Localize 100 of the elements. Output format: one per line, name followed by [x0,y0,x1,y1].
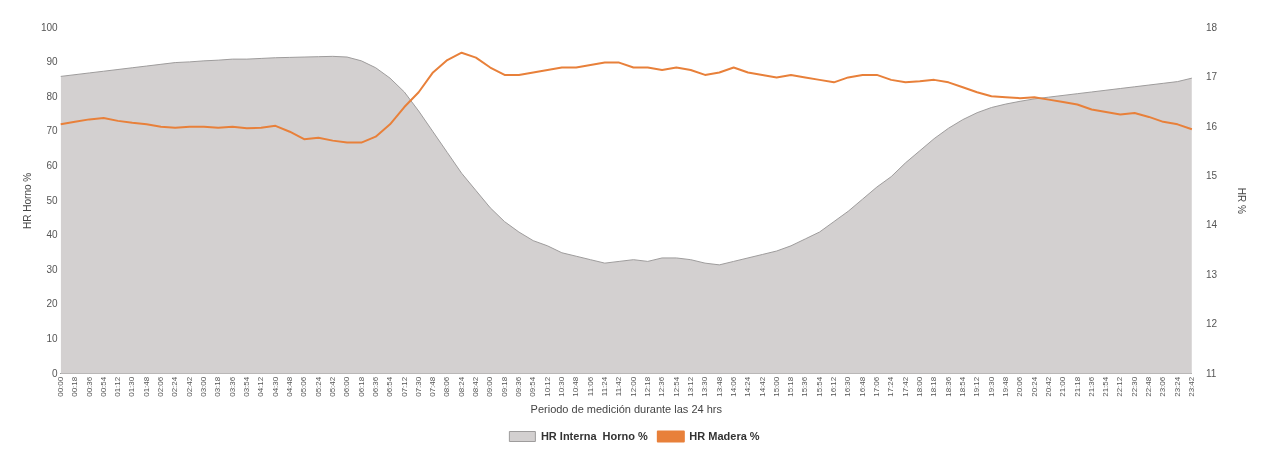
x-tick-label: 05:24 [313,376,323,397]
x-tick-label: 19:12 [972,376,982,397]
x-tick-label: 04:30 [270,376,280,397]
x-tick-label: 23:24 [1172,376,1182,397]
x-tick-label: 23:42 [1187,376,1197,397]
y-tick-label: 80 [46,90,59,102]
x-tick-label: 09:18 [499,376,509,397]
x-tick-label: 19:48 [1000,376,1010,397]
x-tick-label: 06:18 [356,376,366,397]
x-tick-label: 01:48 [141,376,151,397]
x-tick-label: 11:06 [585,376,595,397]
x-tick-label: 11:24 [600,376,610,397]
x-tick-label: 17:42 [900,376,910,397]
x-tick-label: 02:42 [184,376,194,397]
y-tick-label: 70 [46,125,59,137]
x-tick-label: 14:06 [728,376,738,397]
x-tick-label: 00:54 [98,376,108,397]
x-tick-label: 01:30 [127,376,137,397]
x-tick-label: 18:00 [915,376,925,397]
x-tick-label: 21:00 [1058,376,1068,397]
x-tick-label: 22:12 [1115,376,1125,397]
y-tick-label: 90 [46,56,59,68]
x-tick-label: 03:18 [213,376,223,397]
x-tick-label: 18:18 [929,376,939,397]
x-tick-label: 16:30 [843,376,853,397]
x-tick-label: 23:06 [1158,376,1168,397]
x-tick-label: 08:24 [456,376,466,397]
y-axis-title: HR Horno % [21,172,33,229]
x-tick-label: 16:48 [857,376,867,397]
x-tick-label: 07:30 [413,376,423,397]
x-tick-label: 12:36 [657,376,667,397]
y2-tick-label: 15 [1205,169,1218,181]
y2-tick-label: 12 [1205,318,1218,330]
x-tick-label: 06:54 [385,376,395,397]
x-tick-label: 03:00 [199,376,209,397]
y2-axis-title: HR % [1236,187,1248,215]
y2-tick-label: 18 [1205,21,1218,33]
x-tick-label: 21:36 [1086,376,1096,397]
x-tick-label: 18:54 [957,376,967,397]
x-tick-label: 15:54 [814,376,824,397]
x-tick-label: 09:54 [528,376,538,397]
y-tick-label: 20 [46,298,59,310]
x-tick-label: 08:42 [471,376,481,397]
x-tick-label: 03:54 [242,376,252,397]
x-tick-label: 18:36 [943,376,953,397]
x-tick-label: 03:36 [227,376,237,397]
x-tick-label: 02:06 [156,376,166,397]
x-tick-label: 20:06 [1015,376,1025,397]
x-tick-label: 08:06 [442,376,452,397]
x-tick-label: 16:12 [829,376,839,397]
y2-tick-label: 11 [1205,367,1217,379]
x-tick-label: 02:24 [170,376,180,397]
x-tick-label: 06:00 [342,376,352,397]
x-tick-label: 04:12 [256,376,266,397]
x-tick-label: 10:48 [571,376,581,397]
x-tick-label: 05:42 [327,376,337,397]
x-tick-label: 12:00 [628,376,638,397]
y-tick-label: 30 [46,263,59,275]
x-tick-label: 05:06 [299,376,309,397]
x-tick-label: 11:42 [614,376,624,397]
y-tick-label: 100 [41,21,59,33]
x-tick-label: 15:18 [786,376,796,397]
x-tick-label: 15:00 [771,376,781,397]
x-tick-label: 20:42 [1043,376,1053,397]
x-tick-label: 09:36 [514,376,524,397]
x-axis-title: Periodo de medición durante las 24 hrs [530,403,723,416]
x-tick-label: 00:00 [55,376,65,397]
x-tick-label: 10:12 [542,376,552,397]
x-tick-label: 12:18 [642,376,652,397]
x-tick-label: 13:30 [700,376,710,397]
x-tick-label: 20:24 [1029,376,1039,397]
x-tick-label: 10:30 [557,376,567,397]
legend-label: HR Madera % [689,429,760,442]
x-tick-label: 13:48 [714,376,724,397]
x-tick-label: 12:54 [671,376,681,397]
x-tick-label: 22:48 [1144,376,1154,397]
y-tick-label: 40 [46,229,59,241]
x-tick-label: 14:42 [757,376,767,397]
y2-tick-label: 17 [1205,71,1218,83]
x-tick-label: 21:18 [1072,376,1082,397]
x-tick-label: 04:48 [284,376,294,397]
x-tick-label: 15:36 [800,376,810,397]
x-tick-label: 13:12 [685,376,695,397]
x-tick-label: 17:06 [872,376,882,397]
x-tick-label: 14:24 [743,376,753,397]
x-tick-label: 09:00 [485,376,495,397]
y2-tick-label: 16 [1205,120,1218,132]
x-tick-label: 06:36 [370,376,380,397]
x-tick-label: 00:18 [70,376,80,397]
y-tick-label: 60 [46,160,59,172]
y-tick-label: 10 [46,332,59,344]
y-tick-label: 50 [46,194,59,206]
x-tick-label: 07:12 [399,376,409,397]
legend-label: HR Interna Horno % [540,429,649,442]
y2-tick-label: 13 [1205,268,1218,280]
x-tick-label: 17:24 [886,376,896,397]
x-tick-label: 07:48 [428,376,438,397]
x-tick-label: 22:30 [1129,376,1139,397]
x-tick-label: 01:12 [113,376,123,397]
y-tick-label: 0 [52,367,59,379]
